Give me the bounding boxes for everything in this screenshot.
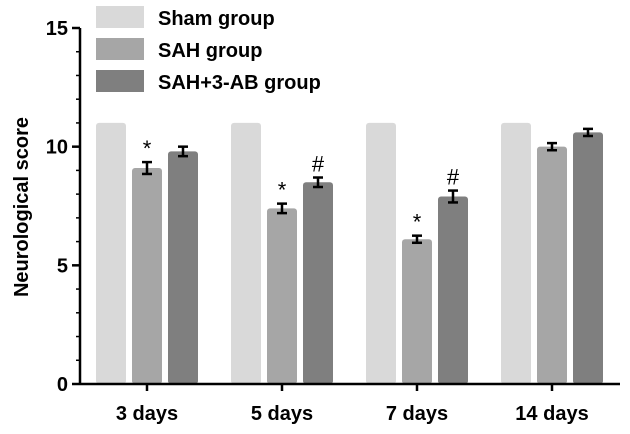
- x-tick-label: 14 days: [515, 403, 588, 425]
- bar-sah-group-14-days: [537, 146, 567, 384]
- significance-marker: #: [312, 152, 325, 177]
- x-tick-label: 5 days: [251, 403, 313, 425]
- legend-item: SAH group: [96, 38, 262, 62]
- significance-marker: *: [413, 210, 422, 235]
- error-bars-layer: * * # * #: [142, 127, 593, 245]
- error-bar: [583, 127, 593, 138]
- bar-sah-3-ab-group-7-days: [438, 196, 468, 384]
- significance-marker: *: [278, 178, 287, 203]
- bar-sah-group-7-days: [402, 239, 432, 384]
- legend-item: Sham group: [96, 6, 275, 30]
- legend: Sham group SAH group SAH+3-AB group: [96, 6, 321, 94]
- error-bar: [178, 145, 188, 158]
- bars-layer: [96, 122, 603, 384]
- axes-layer: 3 days 5 days 7 days 14 days 0 5 10 15: [46, 18, 620, 425]
- x-tick-label: 7 days: [386, 403, 448, 425]
- legend-label: SAH group: [158, 40, 262, 62]
- bar-sah-group-5-days: [267, 208, 297, 384]
- error-bar: [313, 176, 323, 189]
- bar-sah-3-ab-group-5-days: [303, 182, 333, 384]
- y-tick-label: 5: [57, 255, 68, 277]
- error-bar: [448, 189, 458, 204]
- bar-sah-group-3-days: [132, 168, 162, 384]
- y-axis-title: Neurological score: [11, 117, 33, 297]
- bar-sham-group-7-days: [366, 122, 396, 384]
- significance-marker: #: [447, 165, 460, 190]
- x-tick-label: 3 days: [116, 403, 178, 425]
- significance-marker: *: [143, 136, 152, 161]
- legend-swatch: [96, 6, 144, 28]
- y-tick-label: 10: [46, 137, 68, 159]
- bar-sah-3-ab-group-14-days: [573, 132, 603, 384]
- legend-swatch: [96, 70, 144, 92]
- legend-item: SAH+3-AB group: [96, 70, 321, 94]
- error-bar: [412, 234, 422, 245]
- y-tick-label: 0: [57, 374, 68, 396]
- error-bar: [277, 202, 287, 215]
- bar-sah-3-ab-group-3-days: [168, 151, 198, 384]
- bar-sham-group-5-days: [231, 122, 261, 384]
- legend-label: Sham group: [158, 8, 275, 30]
- legend-label: SAH+3-AB group: [158, 72, 321, 94]
- bar-sham-group-14-days: [501, 122, 531, 384]
- error-bar: [142, 160, 152, 176]
- bar-sham-group-3-days: [96, 122, 126, 384]
- y-tick-label: 15: [46, 18, 68, 40]
- error-bar: [547, 141, 557, 152]
- legend-swatch: [96, 38, 144, 60]
